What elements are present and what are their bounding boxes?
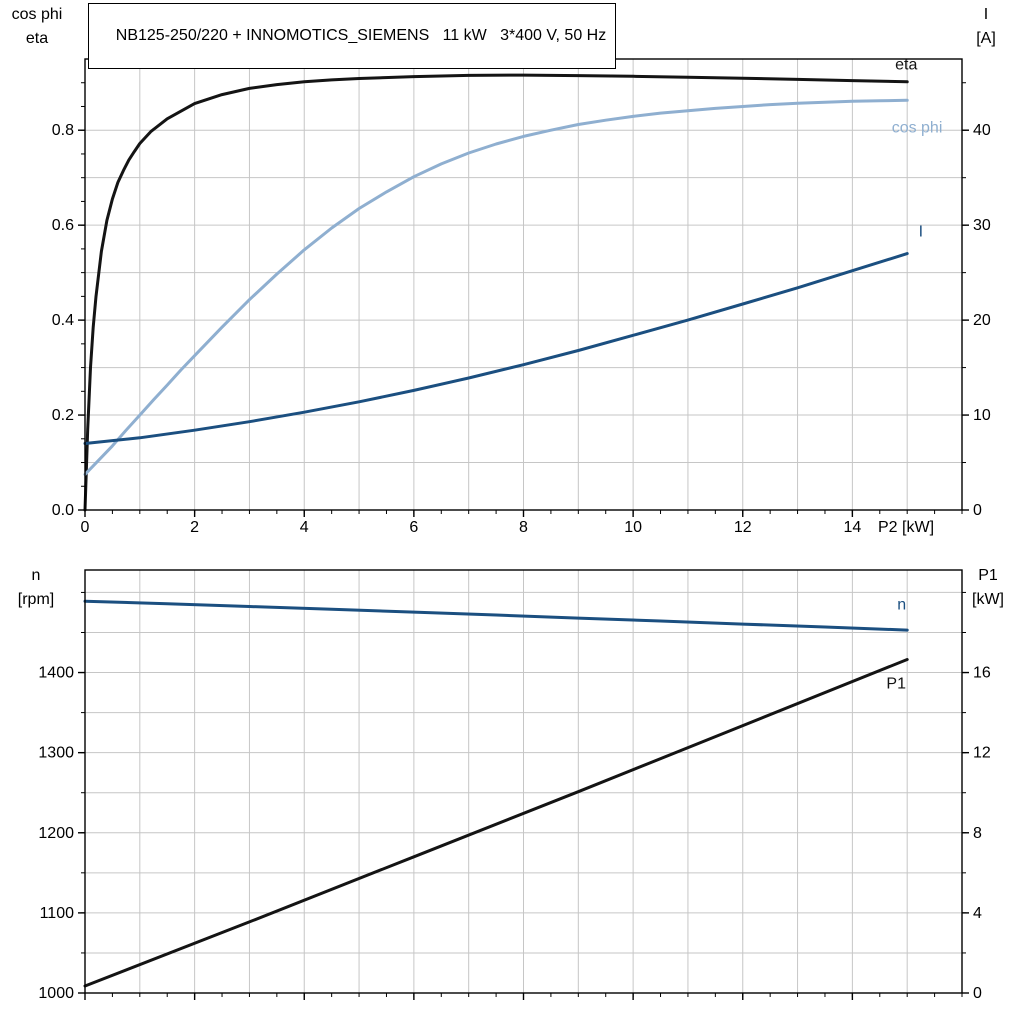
right-tick-label: 30 [973,217,991,234]
left-tick-label: 1100 [40,905,75,922]
x-tick-label: 8 [519,519,528,536]
left-tick-label: 0.4 [52,312,74,329]
x-axis-label-p2: P2 [kW] [878,519,935,536]
right-axis-unit-ampere: [A] [976,30,996,47]
x-tick-label: 12 [734,519,752,536]
left-axis-title-cos-phi: cos phi [11,6,63,23]
left-tick-label: 1000 [38,985,74,1002]
series-curve-I [83,252,909,445]
right-axis-title-current: I [983,6,989,23]
left-tick-label: 1200 [38,825,74,842]
left-tick-label: 1400 [38,665,74,682]
series-curve-cos-phi [83,98,909,476]
right-axis-unit-kw: [kW] [972,591,1004,608]
right-tick-label: 40 [973,122,991,139]
left-axis-unit-rpm: [rpm] [17,591,55,608]
series-label-cos-phi: cos phi [892,120,943,137]
chart-title: NB125-250/220 + INNOMOTICS_SIEMENS 11 kW… [115,27,607,44]
right-tick-label: 10 [973,407,991,424]
x-tick-label: 10 [624,519,642,536]
series-label-n: n [897,596,906,613]
left-tick-label: 1300 [38,745,74,762]
series-label-P1: P1 [886,676,906,693]
right-tick-label: 20 [973,312,991,329]
left-axis-title-speed: n [31,567,41,584]
series-label-eta: eta [895,56,917,73]
left-tick-label: 0.8 [52,122,74,139]
x-tick-label: 2 [190,519,199,536]
left-tick-label: 0.6 [52,217,74,234]
left-tick-label: 0.0 [52,502,74,519]
chart-title-box: NB125-250/220 + INNOMOTICS_SIEMENS 11 kW… [88,3,617,69]
left-tick-label: 0.2 [52,407,74,424]
right-tick-label: 8 [973,825,982,842]
x-tick-label: 6 [409,519,418,536]
series-curve-eta [83,73,909,512]
x-tick-label: 4 [300,519,309,536]
right-tick-label: 0 [973,985,982,1002]
x-tick-label: 0 [81,519,90,536]
series-label-I: I [919,224,923,241]
plot-2: n P1 1000 1100 1200 1300 1400 0 4 8 12 16 [38,569,991,1002]
plot-1: eta cos phi I 0 2 4 6 8 10 12 14 0.0 0.2 0.4 0.6 0.8 0 10… [52,56,991,536]
right-tick-label: 12 [973,745,991,762]
right-tick-label: 0 [973,502,982,519]
series-curve-P1 [83,658,909,988]
x-tick-label: 14 [843,519,861,536]
series-curve-n [83,599,909,632]
right-tick-label: 16 [973,665,991,682]
left-axis-title-eta: eta [25,30,49,47]
right-axis-title-p1: P1 [978,567,998,584]
right-tick-label: 4 [973,905,982,922]
